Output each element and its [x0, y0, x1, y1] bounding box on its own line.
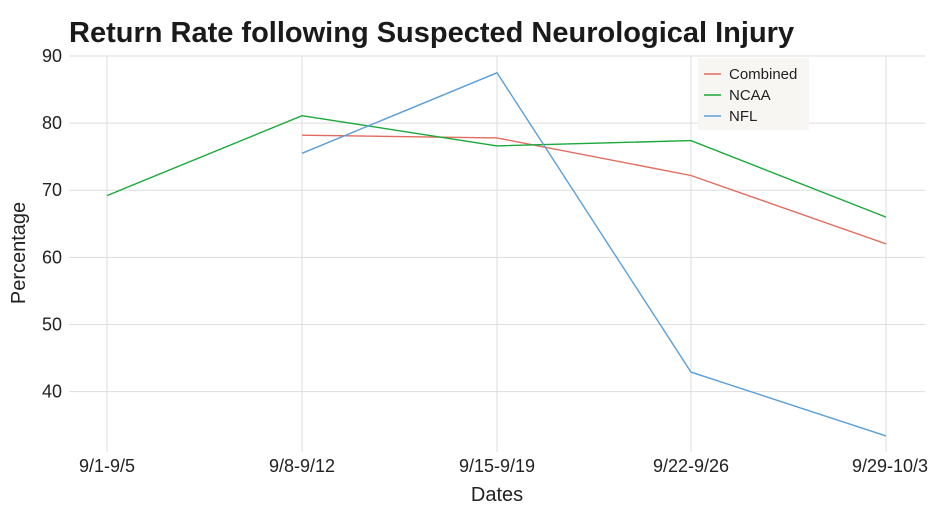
- legend-background: [698, 58, 809, 130]
- y-tick-label: 90: [42, 46, 62, 66]
- y-axis-ticks: 40 50 60 70 80 90: [42, 46, 62, 402]
- series-line-combined: [301, 134, 887, 245]
- legend-label-nfl: NFL: [729, 108, 757, 125]
- y-tick-label: 40: [42, 382, 62, 402]
- series-lines: [106, 71, 887, 437]
- series-line-nfl: [301, 71, 887, 437]
- series-line-ncaa: [106, 114, 887, 218]
- x-axis-label: Dates: [471, 484, 523, 506]
- x-tick-label: 9/29-10/3: [852, 456, 928, 476]
- chart-title: Return Rate following Suspected Neurolog…: [69, 17, 794, 49]
- x-axis-ticks: 9/1-9/5 9/8-9/12 9/15-9/19 9/22-9/26 9/29-10…: [79, 456, 928, 476]
- y-tick-label: 70: [42, 180, 62, 200]
- legend-label-ncaa: NCAA: [729, 87, 771, 104]
- y-tick-label: 60: [42, 247, 62, 267]
- x-tick-label: 9/22-9/26: [653, 456, 729, 476]
- y-axis-label: Percentage: [8, 202, 30, 304]
- y-tick-label: 80: [42, 113, 62, 133]
- x-tick-label: 9/1-9/5: [79, 456, 135, 476]
- grid: [69, 55, 925, 452]
- y-tick-label: 50: [42, 314, 62, 334]
- x-tick-label: 9/8-9/12: [269, 456, 335, 476]
- legend: Combined NCAA NFL: [698, 58, 809, 130]
- x-tick-label: 9/15-9/19: [459, 456, 535, 476]
- legend-label-combined: Combined: [729, 66, 797, 83]
